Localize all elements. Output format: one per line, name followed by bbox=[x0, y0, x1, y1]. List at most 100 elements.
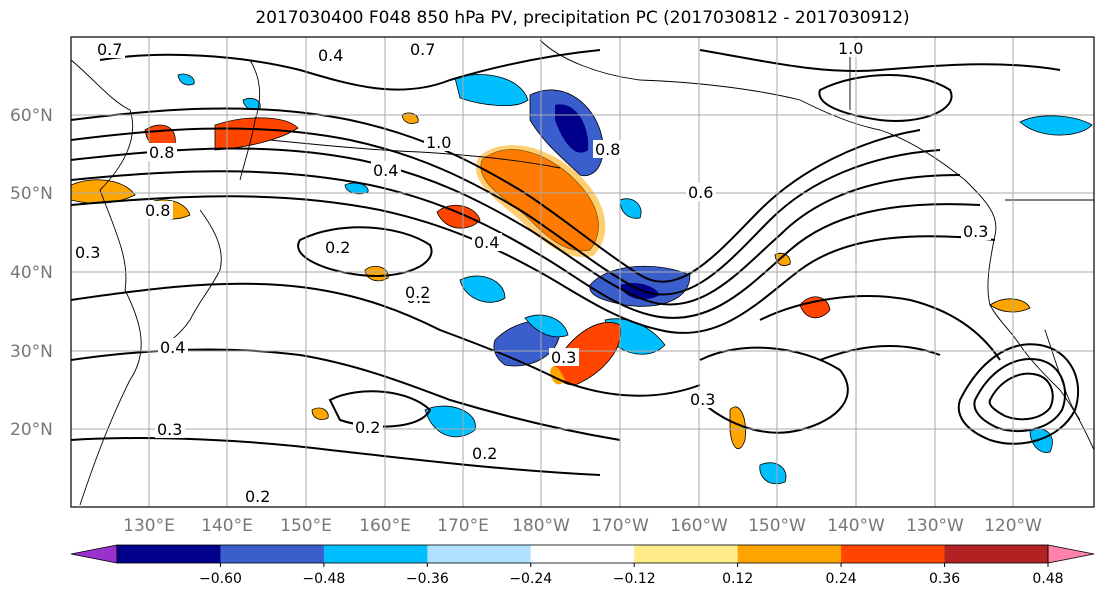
contour-north-2 bbox=[699, 49, 1061, 72]
contour-east-1 bbox=[759, 295, 1001, 361]
lon-label: 170°W bbox=[591, 516, 649, 536]
colorbar-segment bbox=[220, 545, 325, 563]
contour-label: 0.8 bbox=[149, 143, 174, 162]
contour-south-3 bbox=[71, 437, 601, 476]
coast-aleutians bbox=[269, 139, 561, 169]
negative-anomaly-small-8 bbox=[177, 73, 195, 86]
contour-main-5 bbox=[71, 195, 996, 334]
contour-mid-loop bbox=[297, 226, 433, 277]
positive-anomaly-baja bbox=[989, 298, 1031, 313]
contour-labels: 0.7 0.4 0.7 1.0 0.8 1.0 0.4 0.2 0.4 0.3 … bbox=[73, 39, 991, 506]
contour-label: 0.7 bbox=[410, 40, 435, 59]
colorbar-tick-label: 0.12 bbox=[722, 571, 753, 587]
contour-main-1 bbox=[71, 107, 921, 283]
colorbar-tick-label: −0.36 bbox=[406, 571, 449, 587]
contour-label: 0.3 bbox=[690, 390, 715, 409]
lon-label: 140°W bbox=[827, 516, 885, 536]
contour-main-4 bbox=[71, 170, 981, 319]
contour-label: 0.3 bbox=[157, 420, 182, 439]
lon-label: 130°E bbox=[123, 516, 175, 536]
contour-label: 0.8 bbox=[595, 140, 620, 159]
negative-anomaly-small-5 bbox=[242, 98, 261, 110]
colorbar-segment bbox=[737, 545, 842, 563]
precip-shading bbox=[71, 73, 1093, 485]
colorbar-extend-high bbox=[1047, 544, 1095, 564]
contour-label: 0.4 bbox=[373, 161, 398, 180]
map-frame bbox=[70, 36, 1095, 508]
colorbar-segment bbox=[117, 545, 221, 563]
contour-label: 0.4 bbox=[318, 46, 343, 65]
lat-label: 60°N bbox=[10, 106, 53, 126]
contour-label: 0.3 bbox=[75, 243, 100, 262]
colorbar-tick-label: 0.36 bbox=[929, 571, 960, 587]
contour-label: 0.2 bbox=[355, 418, 380, 437]
lon-label: 170°E bbox=[437, 516, 489, 536]
colorbar-tick-label: 0.24 bbox=[826, 571, 857, 587]
lon-label: 130°W bbox=[906, 516, 964, 536]
colorbar-tick-label: −0.24 bbox=[509, 571, 552, 587]
lat-label: 20°N bbox=[10, 420, 53, 440]
coast-japan bbox=[159, 209, 222, 351]
positive-anomaly-small-6 bbox=[401, 112, 419, 124]
map-title: 2017030400 F048 850 hPa PV, precipitatio… bbox=[255, 8, 910, 28]
colorbar-segment bbox=[427, 545, 532, 563]
lon-labels: 130°E 140°E 150°E 160°E 170°E 180°W 170°… bbox=[123, 516, 1042, 536]
contour-east-loop-1 bbox=[957, 343, 1080, 445]
lon-label: 120°W bbox=[984, 516, 1042, 536]
contour-main-2 bbox=[71, 127, 941, 296]
contour-main-3 bbox=[71, 147, 961, 306]
contour-east-loop-3 bbox=[988, 372, 1054, 421]
lat-label: 40°N bbox=[10, 263, 53, 283]
contour-label: 1.0 bbox=[426, 133, 451, 152]
lon-label: 150°W bbox=[748, 516, 806, 536]
lon-label: 140°E bbox=[201, 516, 253, 536]
colorbar-tick-label: −0.12 bbox=[613, 571, 656, 587]
negative-anomaly-north-core bbox=[555, 104, 589, 153]
lon-label: 160°W bbox=[670, 516, 728, 536]
contour-label: 0.2 bbox=[405, 283, 430, 302]
contour-label: 0.6 bbox=[688, 183, 713, 202]
positive-anomaly-small-2 bbox=[311, 407, 329, 420]
positive-anomaly-china bbox=[71, 179, 136, 204]
colorbar-segment bbox=[323, 545, 428, 563]
positive-anomaly-west bbox=[436, 204, 481, 229]
colorbar-segment bbox=[841, 545, 946, 563]
lon-label: 180°W bbox=[512, 516, 570, 536]
contour-label: 0.4 bbox=[474, 233, 499, 252]
negative-anomaly-north-edge bbox=[454, 74, 529, 106]
negative-anomaly-small-4 bbox=[619, 198, 642, 219]
contour-label: 0.2 bbox=[325, 238, 350, 257]
negative-anomaly-lower bbox=[759, 462, 787, 485]
colorbar-segment bbox=[944, 545, 1049, 563]
colorbar-segment bbox=[530, 545, 635, 563]
coast-asia bbox=[71, 59, 142, 506]
contour-north-1 bbox=[99, 49, 601, 91]
contour-label: 0.3 bbox=[963, 222, 988, 241]
contour-label: 0.4 bbox=[160, 338, 185, 357]
positive-anomaly-hawaii bbox=[799, 296, 831, 319]
colorbar-tick-label: −0.48 bbox=[302, 571, 345, 587]
colorbar-tick-label: −0.60 bbox=[199, 571, 242, 587]
contour-label: 0.2 bbox=[472, 444, 497, 463]
negative-anomaly-alaska bbox=[1019, 115, 1093, 136]
colorbar-segment bbox=[634, 545, 739, 563]
negative-anomaly-midwest bbox=[459, 275, 506, 303]
contour-south-1 bbox=[71, 282, 701, 397]
lat-labels: 60°N 50°N 40°N 30°N 20°N bbox=[10, 106, 53, 440]
lat-label: 30°N bbox=[10, 342, 53, 362]
colorbar-extend-low bbox=[70, 544, 118, 564]
colorbar: −0.60 −0.48 −0.36 −0.24 −0.12 0.12 0.24 0.36 0.4… bbox=[70, 544, 1095, 587]
graticule bbox=[71, 37, 1094, 507]
colorbar-tick-label: 0.48 bbox=[1032, 571, 1063, 587]
negative-anomaly-southwest-edge bbox=[524, 314, 569, 338]
coast-alaska bbox=[539, 39, 997, 236]
contour-label: 0.3 bbox=[551, 348, 576, 367]
contour-east-south bbox=[699, 346, 849, 434]
contour-label: 0.2 bbox=[245, 487, 270, 506]
contour-label: 1.0 bbox=[838, 39, 863, 58]
positive-anomaly-south-central bbox=[729, 406, 746, 450]
coast-kamchatka bbox=[239, 59, 261, 181]
positive-anomaly-small-1 bbox=[364, 265, 389, 282]
lon-label: 160°E bbox=[359, 516, 411, 536]
